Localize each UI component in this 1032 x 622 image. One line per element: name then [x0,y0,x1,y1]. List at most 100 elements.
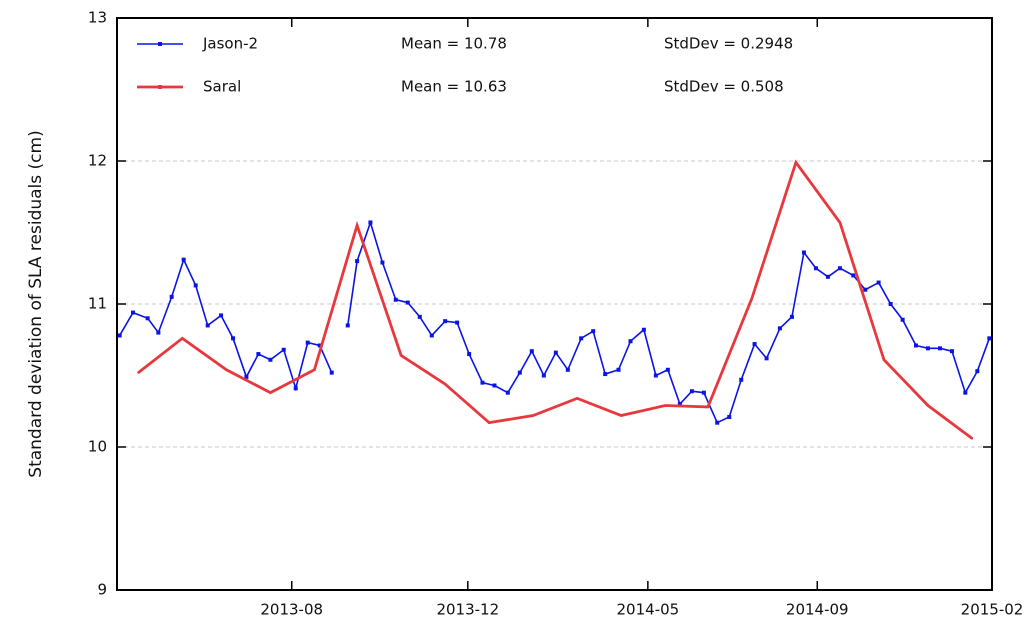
data-point [117,333,122,338]
data-point [616,367,621,372]
series-line [137,159,973,440]
data-point [393,297,398,302]
y-tick-label: 11 [88,295,107,313]
data-point [532,414,535,417]
data-point [444,383,447,386]
y-tick-label: 10 [88,438,107,456]
data-point [665,367,670,372]
data-point [368,220,373,225]
data-point [706,405,709,408]
data-point [156,330,161,335]
data-point [281,347,286,352]
x-tick-label: 2014-09 [786,601,849,619]
data-point [467,352,472,357]
data-point [789,314,794,319]
y-axis-label: Standard deviation of SLA residuals (cm) [26,130,46,477]
data-point [837,266,842,271]
x-tick-label: 2013-12 [436,601,499,619]
data-point [145,316,150,321]
data-point [455,320,460,325]
data-point [677,402,682,407]
plot-frame [116,17,993,591]
data-point [851,273,856,278]
data-point [664,404,667,407]
data-point [317,343,322,348]
data-point [838,221,841,224]
data-point [591,329,596,334]
y-tick-label: 9 [97,581,107,599]
series-line [118,257,333,392]
legend-label: Saral [203,78,241,96]
data-point [963,390,968,395]
data-point [231,336,236,341]
data-point [443,319,448,324]
annotation: StdDev = 0.508 [664,78,784,96]
data-point [529,349,534,354]
data-point [268,357,273,362]
data-point [541,373,546,378]
data-point [641,327,646,332]
annotation: StdDev = 0.2948 [664,35,793,53]
data-point [813,266,818,271]
data-point [313,368,316,371]
data-point [256,352,261,357]
data-point [777,326,782,331]
data-point [329,370,334,375]
data-point [926,404,929,407]
annotation: Mean = 10.63 [401,78,507,96]
x-tick-label: 2015-02 [961,601,1024,619]
legend-marker [158,42,162,46]
data-point [794,161,797,164]
data-point [480,380,485,385]
data-point [488,421,491,424]
data-point [380,260,385,265]
data-point [219,313,224,318]
data-point [181,257,186,262]
legend-label: Jason-2 [202,35,258,53]
data-point [131,310,136,315]
annotation: Mean = 10.78 [401,35,507,53]
x-tick-label: 2014-05 [617,601,680,619]
data-point [727,414,732,419]
data-point [925,346,930,351]
data-point [913,343,918,348]
data-point [305,340,310,345]
data-point [628,339,633,344]
data-point [405,300,410,305]
data-point [137,371,140,374]
data-point [975,369,980,374]
data-point [355,259,360,264]
y-tick-label: 13 [88,9,107,27]
data-point [882,358,885,361]
data-point [863,287,868,292]
data-point [193,283,198,288]
data-point [689,389,694,394]
data-point [603,372,608,377]
data-point [400,354,403,357]
data-point [876,280,881,285]
data-point [205,323,210,328]
data-point [505,390,510,395]
data-point [579,336,584,341]
data-point [888,302,893,306]
data-point [225,368,228,371]
data-point [701,390,706,395]
data-point [825,274,830,279]
data-point [417,314,422,319]
data-point [429,333,434,338]
data-point [739,377,744,382]
data-point [715,420,720,425]
x-tick-label: 2013-08 [260,601,323,619]
data-point [620,414,623,417]
data-point [801,250,806,255]
data-point [653,373,658,378]
data-point [517,370,522,375]
data-point [750,297,753,300]
data-point [565,367,570,372]
data-point [576,397,579,400]
data-point [987,336,992,341]
data-point [356,224,359,227]
data-point [181,337,184,340]
data-point [492,383,497,388]
